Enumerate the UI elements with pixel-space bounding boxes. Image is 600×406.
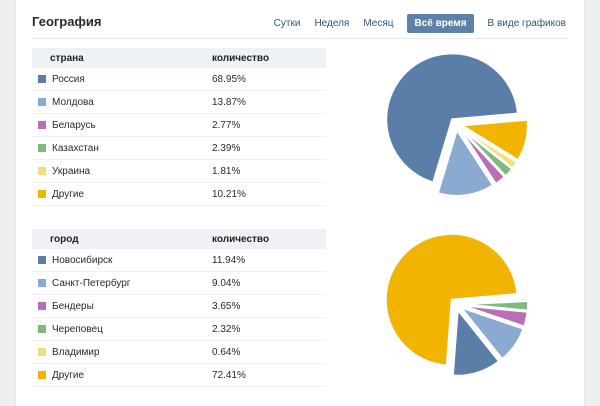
- geography-panel: География Сутки Неделя Месяц Всё время В…: [15, 0, 585, 406]
- city-table-header: город количество: [32, 229, 326, 249]
- country-row: Россия 68.95%: [32, 68, 326, 91]
- country-name: Молдова: [52, 96, 94, 108]
- tab-month[interactable]: Месяц: [363, 18, 394, 29]
- country-table: страна количество Россия 68.95% Молдова 13.…: [32, 48, 326, 206]
- city-value: 9.04%: [212, 277, 241, 289]
- city-value: 11.94%: [212, 254, 246, 266]
- country-value: 68.95%: [212, 73, 246, 85]
- header-divider: [32, 38, 568, 39]
- color-swatch: [38, 121, 46, 129]
- city-value: 2.32%: [212, 323, 241, 335]
- country-name: Беларусь: [52, 119, 96, 131]
- city-row: Владимир 0.64%: [32, 341, 326, 364]
- tab-week[interactable]: Неделя: [314, 18, 350, 29]
- country-row: Казахстан 2.39%: [32, 137, 326, 160]
- country-row: Молдова 13.87%: [32, 91, 326, 114]
- city-value: 3.65%: [212, 300, 241, 312]
- city-name: Новосибирск: [52, 254, 113, 266]
- city-name: Бендеры: [52, 300, 94, 312]
- color-swatch: [38, 256, 46, 264]
- pie-slice[interactable]: [385, 52, 520, 184]
- tab-day[interactable]: Сутки: [273, 18, 301, 29]
- city-row: Другие 72.41%: [32, 364, 326, 387]
- country-row: Беларусь 2.77%: [32, 114, 326, 137]
- pie-slice[interactable]: [436, 127, 495, 197]
- country-table-header: страна количество: [32, 48, 326, 68]
- country-value: 13.87%: [212, 96, 246, 108]
- country-pie-chart: [385, 52, 529, 197]
- country-row: Украина 1.81%: [32, 160, 326, 183]
- color-swatch: [38, 144, 46, 152]
- country-column-header: страна: [50, 52, 84, 64]
- color-swatch: [38, 98, 46, 106]
- pie-slice[interactable]: [458, 118, 529, 162]
- city-name: Санкт-Петербург: [52, 277, 131, 289]
- color-swatch: [38, 190, 46, 198]
- city-name: Другие: [52, 369, 85, 381]
- city-name: Владимир: [52, 346, 100, 358]
- color-swatch: [38, 279, 46, 287]
- panel-title: География: [32, 14, 102, 29]
- city-table: город количество Новосибирск 11.94% Санкт-…: [32, 229, 326, 387]
- country-row: Другие 10.21%: [32, 183, 326, 206]
- city-value: 72.41%: [212, 369, 246, 381]
- country-value: 1.81%: [212, 165, 241, 177]
- color-swatch: [38, 75, 46, 83]
- city-value: 0.64%: [212, 346, 241, 358]
- color-swatch: [38, 167, 46, 175]
- city-row: Новосибирск 11.94%: [32, 249, 326, 272]
- city-count-header: количество: [212, 233, 270, 245]
- pie-slice[interactable]: [461, 300, 529, 312]
- city-name: Череповец: [52, 323, 103, 335]
- city-pie-chart: [384, 232, 529, 377]
- country-value: 10.21%: [212, 188, 246, 200]
- color-swatch: [38, 348, 46, 356]
- tab-as-charts[interactable]: В виде графиков: [487, 18, 566, 29]
- tab-all-time[interactable]: Всё время: [407, 14, 474, 33]
- pie-slice[interactable]: [451, 307, 501, 377]
- period-tabs: Сутки Неделя Месяц Всё время В виде граф…: [252, 14, 566, 33]
- pie-slice[interactable]: [384, 232, 519, 367]
- country-value: 2.39%: [212, 142, 241, 154]
- city-row: Санкт-Петербург 9.04%: [32, 272, 326, 295]
- country-name: Россия: [52, 73, 85, 85]
- country-name: Казахстан: [52, 142, 99, 154]
- city-column-header: город: [50, 233, 79, 245]
- city-row: Череповец 2.32%: [32, 318, 326, 341]
- pie-slice[interactable]: [461, 304, 529, 328]
- color-swatch: [38, 371, 46, 379]
- pie-slice[interactable]: [457, 305, 525, 361]
- city-row: Бендеры 3.65%: [32, 295, 326, 318]
- country-name: Украина: [52, 165, 91, 177]
- country-value: 2.77%: [212, 119, 241, 131]
- color-swatch: [38, 302, 46, 310]
- country-name: Другие: [52, 188, 85, 200]
- country-count-header: количество: [212, 52, 270, 64]
- pie-slice[interactable]: [458, 128, 507, 186]
- color-swatch: [38, 325, 46, 333]
